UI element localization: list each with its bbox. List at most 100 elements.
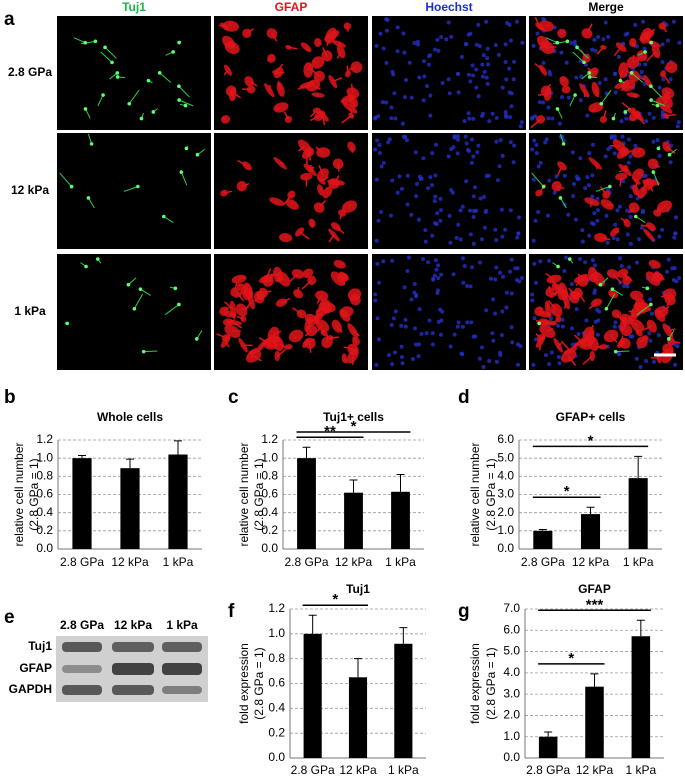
gfap-process [634, 55, 643, 64]
gfap-cell [647, 158, 659, 170]
gfap-process [275, 63, 284, 73]
nucleus [466, 111, 471, 116]
gfap-cell [663, 112, 669, 119]
gfap-process [316, 305, 327, 313]
x-tick-label: 12 kPa [111, 555, 149, 569]
nucleus [413, 342, 418, 347]
panel-label: g [458, 601, 470, 622]
gfap-process [587, 324, 595, 336]
nucleus [595, 332, 600, 337]
nucleus [562, 173, 567, 178]
tuj1-neurite [605, 293, 616, 310]
nucleus [534, 143, 539, 148]
nucleus [374, 238, 379, 243]
y-tick-label: 4.0 [497, 469, 514, 483]
tuj1-cell [83, 40, 88, 45]
gfap-cell [537, 35, 550, 49]
gfap-process [554, 284, 564, 295]
gfap-process [277, 342, 287, 349]
y-tick-label: 1.0 [497, 523, 514, 537]
y-tick-label: 0.0 [261, 541, 278, 555]
nucleus [381, 259, 386, 264]
gfap-cell [665, 61, 678, 74]
nucleus [464, 179, 469, 184]
gfap-cell [662, 323, 674, 338]
band [162, 642, 202, 652]
nucleus [609, 135, 614, 140]
nucleus [419, 331, 424, 336]
nucleus [435, 211, 440, 216]
gfap-process [667, 328, 676, 332]
tuj1-cell [127, 101, 132, 106]
gfap-process [236, 315, 244, 320]
nucleus [473, 334, 478, 339]
nucleus [508, 140, 513, 145]
gfap-process [224, 301, 234, 310]
nucleus [461, 280, 466, 285]
nucleus [673, 362, 678, 367]
nucleus [647, 111, 652, 116]
nucleus [449, 34, 454, 39]
gfap-cell [343, 22, 352, 30]
blot-column-label: 2.8 GPa [60, 618, 104, 632]
gfap-process [637, 171, 642, 176]
y-tick-label: 5.0 [503, 644, 520, 658]
bar [580, 514, 601, 549]
nucleus [514, 19, 519, 24]
nucleus [613, 90, 618, 95]
y-tick-label: 2.0 [497, 505, 514, 519]
y-tick-label: 6.0 [497, 432, 514, 446]
y-tick-label: 0.4 [261, 505, 278, 519]
gfap-cell [615, 42, 627, 52]
gfap-process [336, 51, 342, 59]
nucleus [455, 137, 460, 142]
nucleus [634, 260, 639, 265]
tuj1-cell [604, 306, 609, 311]
tuj1-cell [138, 287, 143, 291]
gfap-process [632, 54, 635, 63]
error-bar [636, 619, 645, 637]
nucleus [573, 217, 578, 222]
micrographs [57, 16, 683, 370]
nucleus [399, 344, 404, 349]
nucleus [433, 47, 438, 52]
nucleus [531, 177, 536, 182]
nucleus [488, 276, 493, 281]
nucleus [624, 116, 629, 121]
x-tick-label: 12 kPa [576, 763, 614, 777]
gfap-process [613, 46, 622, 57]
nucleus [476, 94, 481, 99]
nucleus [508, 269, 513, 274]
nucleus [426, 62, 431, 67]
tuj1-cell [177, 98, 181, 102]
nucleus [379, 210, 384, 215]
gfap-process [338, 42, 341, 45]
nucleus [496, 52, 501, 57]
nucleus [485, 56, 490, 61]
gfap-process [320, 189, 323, 192]
gfap-process [657, 315, 661, 320]
gfap-process [534, 63, 544, 71]
gfap-process [283, 111, 290, 120]
gfap-process [233, 322, 243, 329]
panel-label: b [4, 387, 16, 408]
tuj1-cell [84, 264, 88, 269]
nucleus [537, 100, 542, 105]
y-tick-label: 1.0 [268, 626, 285, 640]
nucleus [589, 221, 594, 226]
gfap-process [646, 232, 650, 236]
nucleus [404, 138, 409, 143]
micrograph [57, 133, 211, 249]
nucleus [478, 196, 483, 201]
nucleus [418, 176, 423, 181]
tuj1-cell [110, 60, 114, 65]
y-tick-label: 0.8 [268, 651, 285, 665]
nucleus [467, 116, 472, 121]
gfap-process [253, 355, 262, 362]
nucleus [376, 218, 381, 223]
x-tick-label: 2.8 GPa [60, 555, 104, 569]
x-tick-label: 2.8 GPa [284, 555, 328, 569]
nucleus [405, 202, 410, 207]
gfap-process [577, 292, 586, 303]
nucleus [485, 81, 490, 86]
